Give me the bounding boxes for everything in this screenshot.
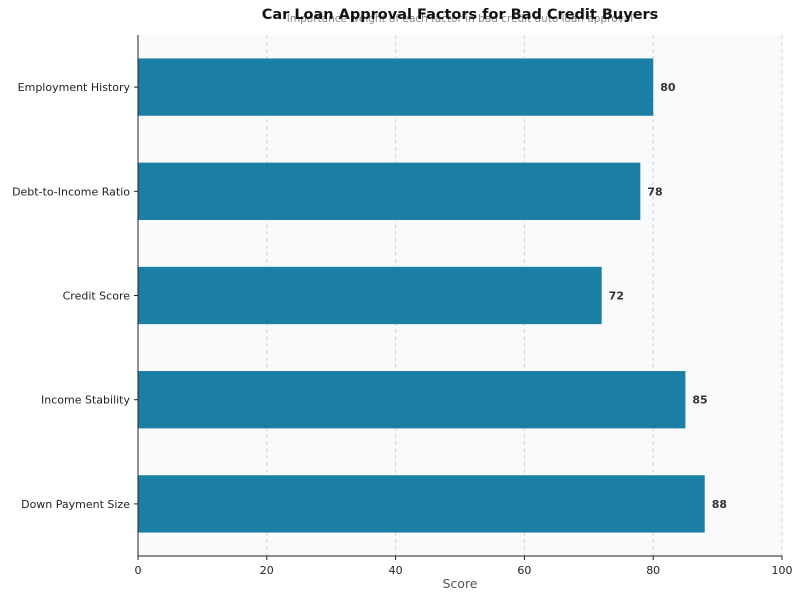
x-tick-label: 40 bbox=[389, 564, 403, 577]
x-tick-label: 100 bbox=[772, 564, 793, 577]
bar-value-label: 80 bbox=[660, 81, 676, 94]
bar-value-label: 85 bbox=[692, 394, 707, 407]
y-tick-label: Employment History bbox=[18, 81, 131, 94]
x-tick-labels: 0 20 40 60 80 100 bbox=[135, 556, 793, 577]
x-tick-label: 80 bbox=[646, 564, 660, 577]
y-tick-labels: Employment History Debt-to-Income Ratio Cr… bbox=[12, 81, 138, 511]
x-tick-label: 0 bbox=[135, 564, 142, 577]
y-tick-label: Income Stability bbox=[41, 394, 130, 407]
y-tick-label: Down Payment Size bbox=[21, 498, 130, 511]
bar bbox=[138, 371, 686, 429]
chart-title: Car Loan Approval Factors for Bad Credit… bbox=[262, 7, 659, 23]
bar bbox=[138, 58, 654, 116]
bar-value-label: 78 bbox=[647, 185, 662, 198]
chart-subtitle: Importance weight of each factor in bad … bbox=[287, 13, 633, 25]
bar bbox=[138, 266, 602, 325]
bar-value-label: 88 bbox=[712, 498, 727, 511]
x-tick-label: 20 bbox=[260, 564, 274, 577]
y-tick-label: Debt-to-Income Ratio bbox=[12, 185, 130, 198]
bar bbox=[138, 475, 705, 533]
bars bbox=[138, 58, 705, 533]
x-axis-label: Score bbox=[442, 576, 477, 591]
x-tick-label: 60 bbox=[517, 564, 531, 577]
y-tick-label: Credit Score bbox=[63, 290, 131, 303]
bar bbox=[138, 162, 641, 220]
value-labels: 80 78 72 85 88 bbox=[609, 81, 727, 511]
bar-value-label: 72 bbox=[609, 290, 624, 303]
